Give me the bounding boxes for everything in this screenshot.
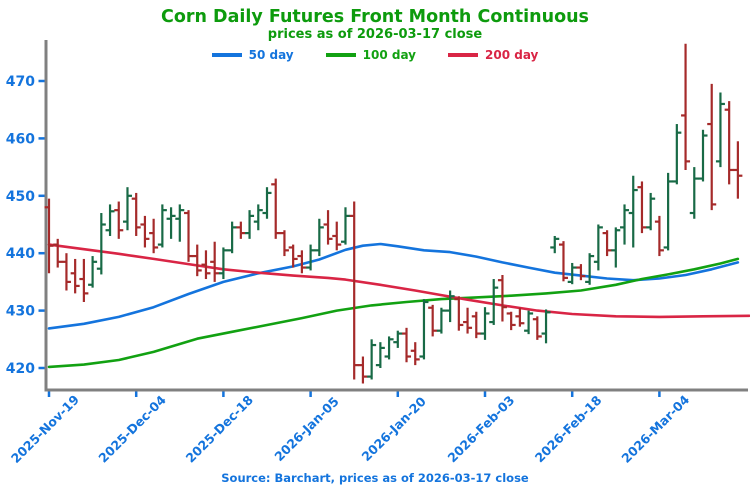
source-note: Source: Barchart, prices as of 2026-03-1… [221,471,529,485]
ma50-line-swatch [211,53,242,57]
svg-text:2025-Dec-18: 2025-Dec-18 [183,392,256,465]
svg-text:2026-Feb-18: 2026-Feb-18 [532,393,605,466]
svg-text:2025-Dec-04: 2025-Dec-04 [95,392,169,466]
svg-text:420: 420 [6,361,35,377]
page-title: Corn Daily Futures Front Month Continuou… [161,7,589,27]
svg-text:460: 460 [6,131,35,147]
svg-text:450: 450 [6,189,35,205]
legend-item-200-day: 200 day [448,48,538,62]
legend-label-100-day: 100 day [362,48,417,62]
svg-text:2026-Jan-05: 2026-Jan-05 [271,394,341,464]
legend-item-50-day: 50 day [211,48,294,62]
svg-text:440: 440 [6,246,35,262]
legend-item-100-day: 100 day [325,48,417,62]
svg-text:2026-Mar-04: 2026-Mar-04 [618,392,692,466]
svg-text:2025-Nov-19: 2025-Nov-19 [8,392,82,466]
legend: 50 day 100 day 200 day [0,48,750,62]
chart-subtitle: prices as of 2026-03-17 close [267,27,483,42]
svg-text:2026-Feb-03: 2026-Feb-03 [445,393,518,466]
ma100-line-swatch [325,53,356,57]
ma200-line-swatch [448,53,479,57]
svg-text:2026-Jan-20: 2026-Jan-20 [359,394,430,465]
legend-label-200-day: 200 day [485,48,539,62]
svg-text:430: 430 [6,304,35,320]
svg-text:470: 470 [6,74,35,90]
legend-label-50-day: 50 day [248,48,294,62]
